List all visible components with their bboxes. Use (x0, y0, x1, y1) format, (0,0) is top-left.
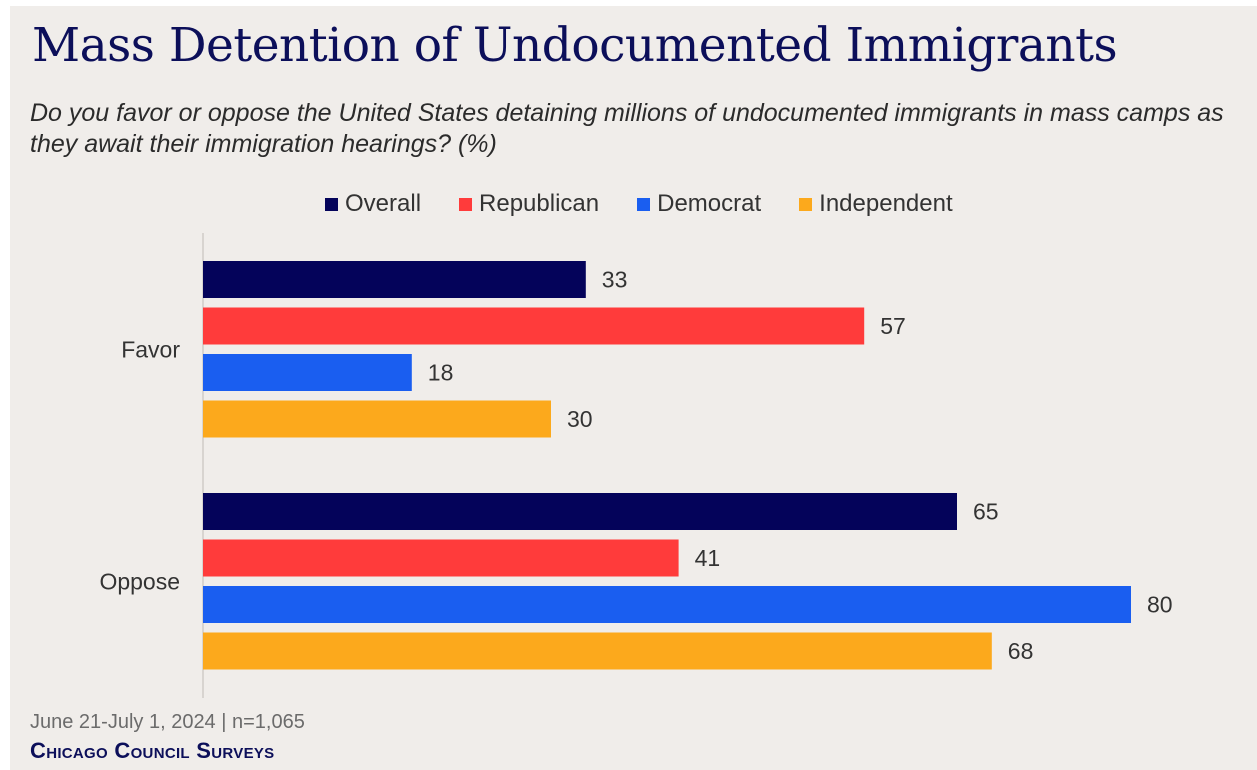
bar-overall-oppose (203, 493, 957, 530)
bar-republican-favor (203, 307, 865, 345)
legend-label-independent: Independent (819, 190, 953, 217)
value-label-republican-oppose: 41 (695, 545, 721, 571)
legend-swatch-republican (459, 197, 473, 211)
category-label-favor: Favor (121, 336, 180, 362)
legend-swatch-overall (325, 197, 338, 211)
legend-label-republican: Republican (479, 190, 600, 217)
legend-swatch-democrat (637, 197, 651, 211)
legend-item-democrat: Democrat (637, 190, 761, 218)
legend-item-republican: Republican (459, 190, 599, 218)
bar-democrat-oppose (203, 586, 1131, 623)
bar-democrat-favor (203, 354, 412, 391)
survey-dates: June 21-July 1, 2024 | n=1,065 (30, 711, 305, 733)
value-label-overall-favor: 33 (602, 267, 628, 293)
chart-card: Mass Detention of Undocumented Immigrant… (10, 6, 1257, 770)
value-label-independent-favor: 30 (567, 406, 593, 432)
legend-label-overall: Overall (345, 190, 422, 217)
bar-republican-oppose (203, 539, 679, 577)
bar-independent-favor (203, 400, 551, 438)
bar-overall-favor (203, 261, 586, 298)
legend: Overall Republican Democrat Independent (325, 190, 953, 218)
value-label-democrat-favor: 18 (428, 360, 454, 386)
value-label-democrat-oppose: 80 (1147, 592, 1173, 618)
legend-item-overall: Overall (325, 190, 421, 218)
bar-chart: Favor 33 57 18 30 Oppose 65 41 80 68 (99, 233, 1173, 698)
brand-name: Chicago Council Surveys (30, 738, 275, 763)
value-label-independent-oppose: 68 (1008, 638, 1034, 664)
legend-label-democrat: Democrat (657, 190, 762, 217)
chart-title: Mass Detention of Undocumented Immigrant… (32, 18, 1118, 73)
value-label-republican-favor: 57 (880, 313, 906, 339)
chart-subtitle: Do you favor or oppose the United States… (30, 99, 1224, 158)
legend-swatch-independent (799, 197, 813, 211)
value-label-overall-oppose: 65 (973, 499, 999, 525)
legend-item-independent: Independent (799, 190, 953, 218)
bar-independent-oppose (203, 632, 992, 670)
category-label-oppose: Oppose (99, 568, 180, 594)
